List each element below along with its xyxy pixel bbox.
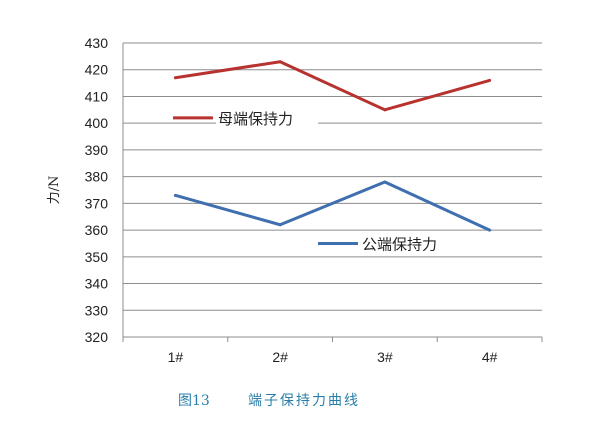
y-tick-label: 370 bbox=[85, 195, 109, 211]
y-tick-label: 320 bbox=[85, 329, 109, 345]
y-tick-label: 360 bbox=[85, 222, 109, 238]
y-tick-label: 340 bbox=[85, 276, 109, 292]
data-point bbox=[488, 228, 492, 232]
y-tick-label: 350 bbox=[85, 249, 109, 265]
x-category-label: 3# bbox=[377, 349, 393, 365]
x-category-labels: 1# 2# 3# 4# bbox=[168, 349, 498, 365]
y-tick-label: 420 bbox=[85, 62, 109, 78]
legend-background bbox=[216, 106, 318, 129]
y-tick-label: 430 bbox=[85, 35, 109, 51]
series-line-2 bbox=[174, 180, 491, 232]
data-point bbox=[278, 60, 282, 64]
series-line-1 bbox=[175, 60, 491, 112]
y-tick-label: 330 bbox=[85, 302, 109, 318]
y-tick-label: 390 bbox=[85, 142, 109, 158]
x-category-label: 1# bbox=[168, 349, 184, 365]
legend-label-1: 母端保持力 bbox=[218, 110, 293, 128]
series-lines bbox=[173, 60, 492, 232]
y-axis-title: 力/N bbox=[47, 176, 62, 205]
data-point bbox=[488, 78, 492, 82]
y-tick-label: 380 bbox=[85, 169, 109, 185]
x-category-label: 4# bbox=[482, 349, 498, 365]
x-category-label: 2# bbox=[272, 349, 288, 365]
data-point bbox=[173, 193, 177, 197]
y-tick-label: 410 bbox=[85, 88, 109, 104]
figure-caption: 图13 端子保持力曲线 bbox=[178, 393, 360, 409]
y-tick-labels: 320 330 340 350 360 370 380 390 400 410 420 430 bbox=[85, 35, 109, 345]
data-point bbox=[383, 180, 387, 184]
y-tick-label: 400 bbox=[85, 115, 109, 131]
legend-background bbox=[360, 232, 462, 255]
data-point bbox=[173, 76, 177, 80]
caption-figure-label: 图13 bbox=[178, 393, 210, 409]
grid-lines bbox=[122, 42, 543, 342]
caption-text: 端子保持力曲线 bbox=[248, 393, 360, 409]
data-point bbox=[278, 223, 282, 227]
data-point bbox=[383, 108, 387, 112]
legend-label-2: 公端保持力 bbox=[362, 235, 437, 253]
